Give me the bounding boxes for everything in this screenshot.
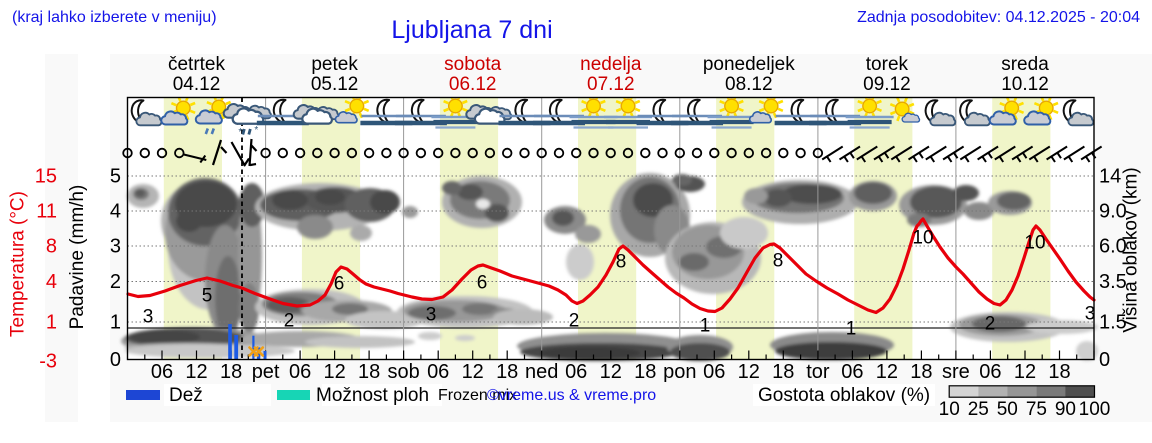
svg-text:10: 10 (1024, 233, 1045, 254)
svg-text:10: 10 (939, 399, 960, 420)
svg-text:pon: pon (663, 361, 696, 383)
svg-text:06: 06 (289, 361, 311, 383)
svg-text:sobota: sobota (444, 54, 501, 75)
svg-text:05.12: 05.12 (311, 74, 359, 95)
svg-text:8: 8 (46, 236, 57, 258)
svg-text:10.12: 10.12 (1001, 74, 1049, 95)
svg-text:petek: petek (311, 54, 358, 75)
svg-text:6: 6 (477, 273, 488, 294)
svg-text:četrtek: četrtek (168, 54, 226, 75)
svg-text:0: 0 (110, 349, 121, 371)
svg-text:nedelja: nedelja (580, 54, 642, 75)
svg-text:06: 06 (703, 361, 725, 383)
svg-text:Možnost ploh: Možnost ploh (316, 385, 429, 406)
svg-text:1.5: 1.5 (1099, 312, 1127, 334)
svg-text:3.5: 3.5 (1099, 271, 1127, 293)
svg-text:tor: tor (806, 361, 830, 383)
svg-text:12: 12 (876, 361, 898, 383)
svg-text:sreda: sreda (1001, 54, 1049, 75)
svg-text:3: 3 (143, 307, 154, 328)
svg-text:9.0: 9.0 (1099, 201, 1127, 223)
svg-text:06: 06 (979, 361, 1001, 383)
svg-text:sre: sre (942, 361, 970, 383)
svg-text:pet: pet (252, 361, 280, 383)
svg-text:2: 2 (985, 314, 996, 335)
svg-text:Temperatura (°C): Temperatura (°C) (8, 191, 29, 337)
svg-text:18: 18 (910, 361, 932, 383)
svg-text:1: 1 (46, 312, 57, 334)
svg-text:8: 8 (616, 252, 627, 273)
svg-text:2: 2 (569, 311, 580, 332)
svg-text:8: 8 (773, 251, 784, 272)
svg-text:06: 06 (841, 361, 863, 383)
svg-text:Frozen mix: Frozen mix (438, 387, 517, 404)
svg-text:1: 1 (846, 319, 857, 340)
svg-text:04.12: 04.12 (173, 74, 221, 95)
svg-text:06: 06 (427, 361, 449, 383)
svg-text:ponedeljek: ponedeljek (703, 54, 795, 75)
svg-text:*: * (238, 127, 242, 138)
svg-text:(kraj lahko izberete v meniju): (kraj lahko izberete v meniju) (12, 9, 217, 26)
svg-text:18: 18 (358, 361, 380, 383)
svg-text:12: 12 (600, 361, 622, 383)
svg-text:1: 1 (110, 312, 121, 334)
svg-text:14: 14 (1099, 166, 1121, 188)
svg-text:Gostota oblakov (%): Gostota oblakov (%) (758, 385, 930, 406)
svg-text:12: 12 (738, 361, 760, 383)
svg-text:07.12: 07.12 (587, 74, 635, 95)
svg-text:06.12: 06.12 (449, 74, 497, 95)
svg-text:18: 18 (220, 361, 242, 383)
svg-text:6: 6 (334, 274, 345, 295)
svg-text:Padavine (mm/h): Padavine (mm/h) (67, 185, 88, 330)
svg-text:2: 2 (110, 271, 121, 293)
svg-text:90: 90 (1055, 399, 1076, 420)
svg-text:18: 18 (634, 361, 656, 383)
svg-text:5: 5 (110, 166, 121, 188)
svg-text:sob: sob (387, 361, 419, 383)
svg-text:Višina oblakov (km): Višina oblakov (km) (1121, 167, 1142, 332)
svg-text:ned: ned (525, 361, 558, 383)
svg-text:08.12: 08.12 (725, 74, 773, 95)
svg-text:15: 15 (35, 166, 57, 188)
svg-text:5: 5 (202, 286, 213, 307)
svg-text:©vreme.us & vreme.pro: ©vreme.us & vreme.pro (487, 387, 656, 404)
svg-text:3: 3 (426, 305, 437, 326)
svg-text:50: 50 (997, 399, 1018, 420)
svg-text:-3: -3 (39, 351, 57, 373)
svg-text:18: 18 (1048, 361, 1070, 383)
svg-text:09.12: 09.12 (863, 74, 911, 95)
svg-text:3: 3 (1085, 304, 1096, 325)
svg-text:Zadnja posodobitev: 04.12.2025: Zadnja posodobitev: 04.12.2025 - 20:04 (857, 9, 1140, 26)
svg-text:25: 25 (968, 399, 989, 420)
svg-text:10: 10 (912, 228, 933, 249)
svg-text:3: 3 (110, 236, 121, 258)
svg-text:4: 4 (46, 271, 57, 293)
svg-text:12: 12 (462, 361, 484, 383)
svg-text:Ljubljana 7 dni: Ljubljana 7 dni (391, 16, 552, 44)
svg-text:06: 06 (565, 361, 587, 383)
svg-text:18: 18 (772, 361, 794, 383)
svg-text:2: 2 (284, 311, 295, 332)
svg-text:*: * (254, 125, 258, 136)
svg-text:Dež: Dež (169, 385, 203, 406)
svg-text:06: 06 (151, 361, 173, 383)
svg-text:75: 75 (1026, 399, 1047, 420)
svg-text:11: 11 (36, 201, 57, 223)
svg-text:4: 4 (110, 201, 121, 223)
svg-text:6.0: 6.0 (1099, 236, 1127, 258)
svg-text:100: 100 (1079, 399, 1111, 420)
svg-text:0: 0 (1099, 349, 1110, 371)
svg-text:18: 18 (496, 361, 518, 383)
svg-text:12: 12 (1014, 361, 1036, 383)
svg-text:torek: torek (866, 54, 909, 75)
svg-text:12: 12 (185, 361, 207, 383)
svg-text:1: 1 (700, 316, 711, 337)
svg-text:12: 12 (323, 361, 345, 383)
